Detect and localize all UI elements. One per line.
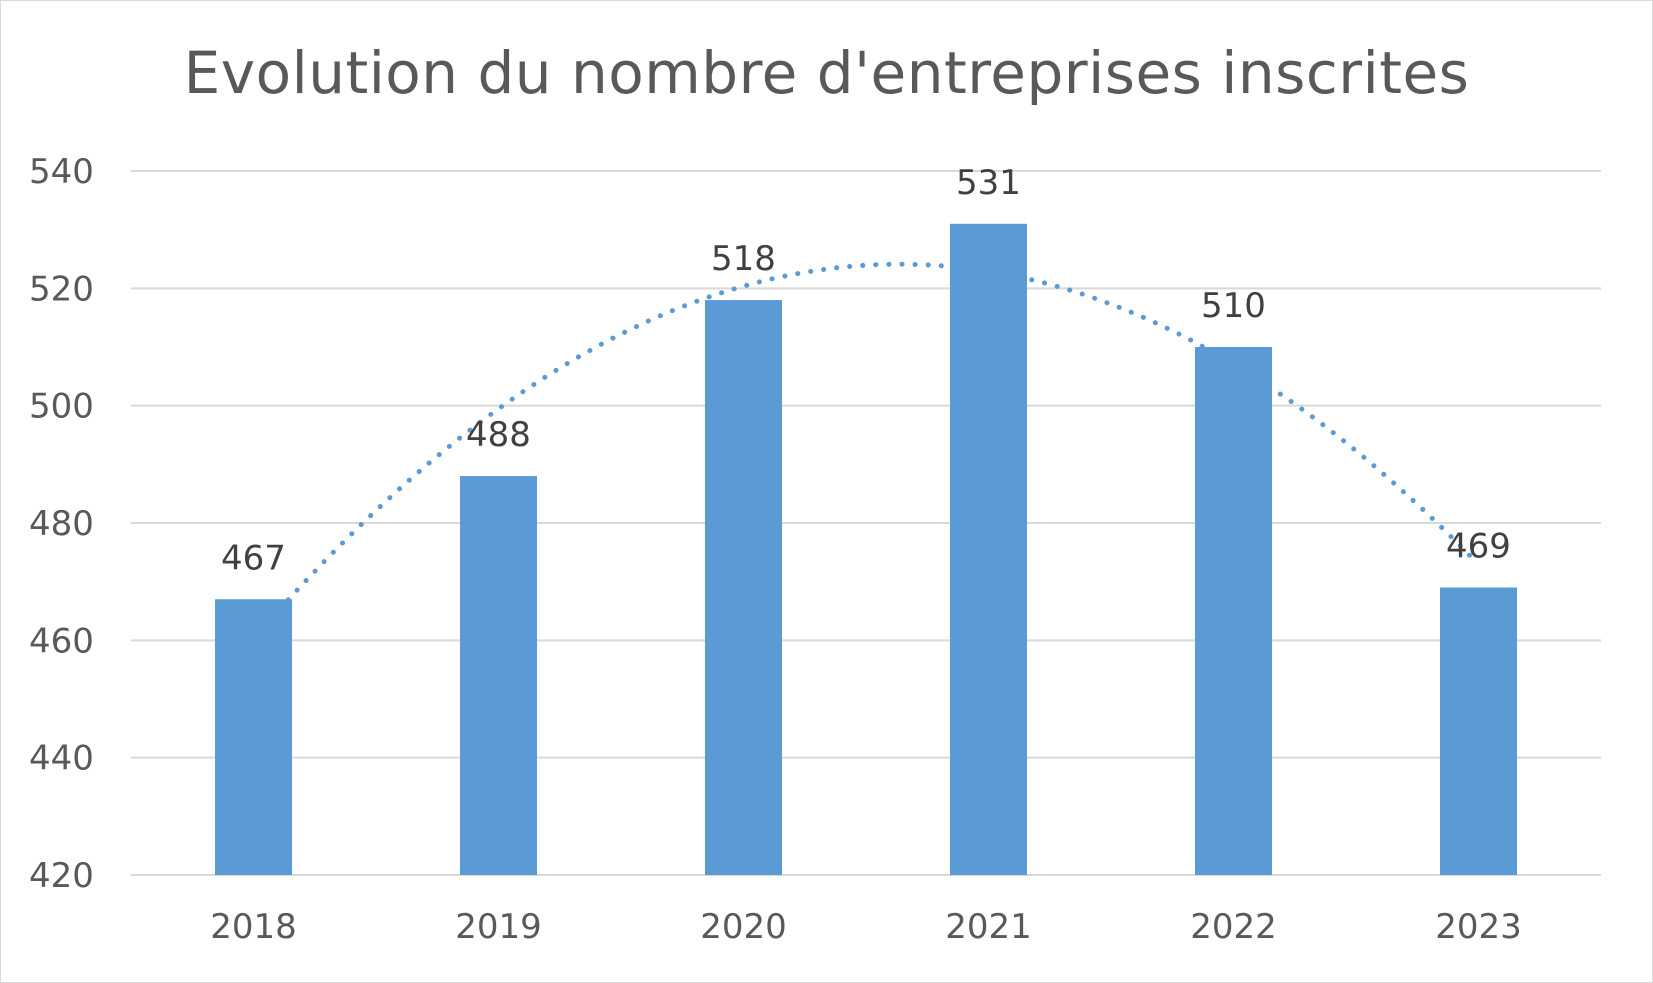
y-tick-label: 420	[29, 856, 94, 896]
data-label: 518	[711, 239, 776, 279]
data-label: 531	[956, 163, 1021, 203]
y-tick-label: 500	[29, 387, 94, 427]
x-tick-label: 2020	[700, 907, 787, 947]
bar-2022	[1195, 347, 1272, 875]
bar-2023	[1440, 587, 1517, 875]
y-tick-label: 520	[29, 269, 94, 309]
x-tick-label: 2018	[210, 907, 297, 947]
x-tick-label: 2022	[1190, 907, 1277, 947]
bar-2019	[460, 476, 537, 875]
y-tick-label: 480	[29, 504, 94, 544]
chart-title: Evolution du nombre d'entreprises inscri…	[183, 39, 1470, 107]
y-tick-label: 540	[29, 152, 94, 192]
y-tick-label: 460	[29, 621, 94, 661]
data-label: 469	[1446, 527, 1511, 567]
data-label: 488	[466, 415, 531, 455]
y-tick-label: 440	[29, 739, 94, 779]
data-label: 510	[1201, 286, 1266, 326]
x-tick-label: 2019	[455, 907, 542, 947]
bar-2020	[705, 300, 782, 876]
trendline	[251, 261, 1481, 642]
x-tick-label: 2021	[945, 907, 1032, 947]
x-tick-label: 2023	[1435, 907, 1522, 947]
bar-2018	[215, 599, 292, 875]
bar-2021	[950, 223, 1027, 876]
data-label: 467	[221, 538, 286, 578]
